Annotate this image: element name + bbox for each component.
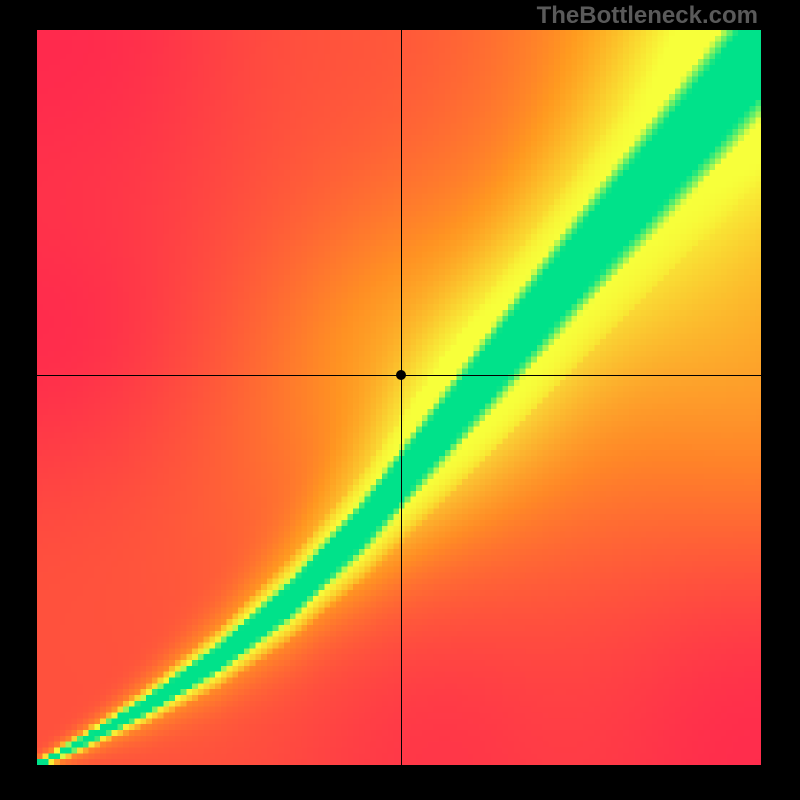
crosshair-vertical	[401, 30, 402, 765]
watermark-text: TheBottleneck.com	[537, 2, 758, 30]
plot-area	[37, 30, 761, 765]
heatmap-canvas	[37, 30, 761, 765]
